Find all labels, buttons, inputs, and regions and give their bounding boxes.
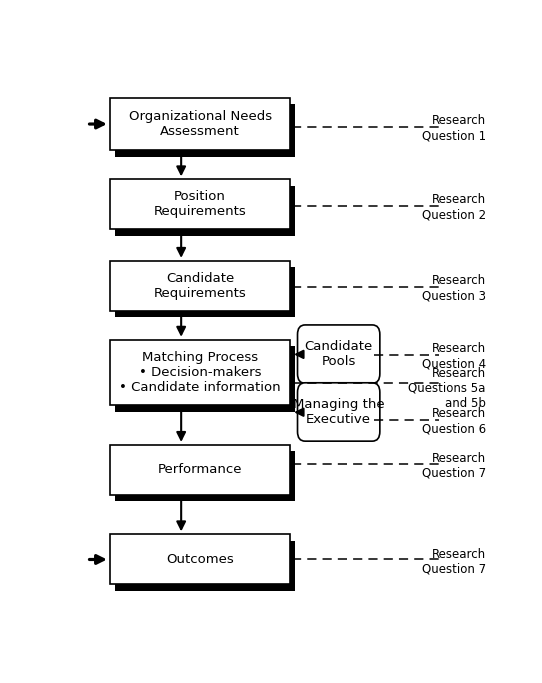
Bar xyxy=(109,339,291,406)
Bar xyxy=(115,104,295,156)
Bar xyxy=(115,451,295,501)
Bar xyxy=(109,261,291,311)
Text: Research
Questions 5a
and 5b: Research Questions 5a and 5b xyxy=(408,367,486,410)
Text: Organizational Needs
Assessment: Organizational Needs Assessment xyxy=(128,110,272,138)
FancyBboxPatch shape xyxy=(298,382,380,441)
Bar xyxy=(115,346,295,412)
Bar xyxy=(109,445,291,494)
Bar xyxy=(115,540,295,591)
Text: Research
Question 2: Research Question 2 xyxy=(422,193,486,221)
FancyBboxPatch shape xyxy=(298,325,380,383)
Text: Candidate
Requirements: Candidate Requirements xyxy=(154,272,247,300)
Bar xyxy=(109,179,291,229)
Text: Research
Question 7: Research Question 7 xyxy=(422,452,486,480)
Text: Research
Question 1: Research Question 1 xyxy=(422,114,486,142)
Text: Performance: Performance xyxy=(158,463,242,476)
Text: Candidate
Pools: Candidate Pools xyxy=(305,340,373,368)
Text: Outcomes: Outcomes xyxy=(166,553,234,566)
Text: Managing the
Executive: Managing the Executive xyxy=(293,398,384,426)
Bar xyxy=(109,98,291,150)
Text: Research
Question 6: Research Question 6 xyxy=(422,407,486,435)
Text: Research
Question 7: Research Question 7 xyxy=(422,548,486,576)
Text: Research
Question 4: Research Question 4 xyxy=(422,342,486,370)
Bar xyxy=(115,267,295,317)
Bar xyxy=(115,186,295,236)
Text: Matching Process
• Decision-makers
• Candidate information: Matching Process • Decision-makers • Can… xyxy=(119,351,281,394)
Text: Research
Question 3: Research Question 3 xyxy=(422,274,486,302)
Bar xyxy=(109,534,291,584)
Text: Position
Requirements: Position Requirements xyxy=(154,191,247,219)
